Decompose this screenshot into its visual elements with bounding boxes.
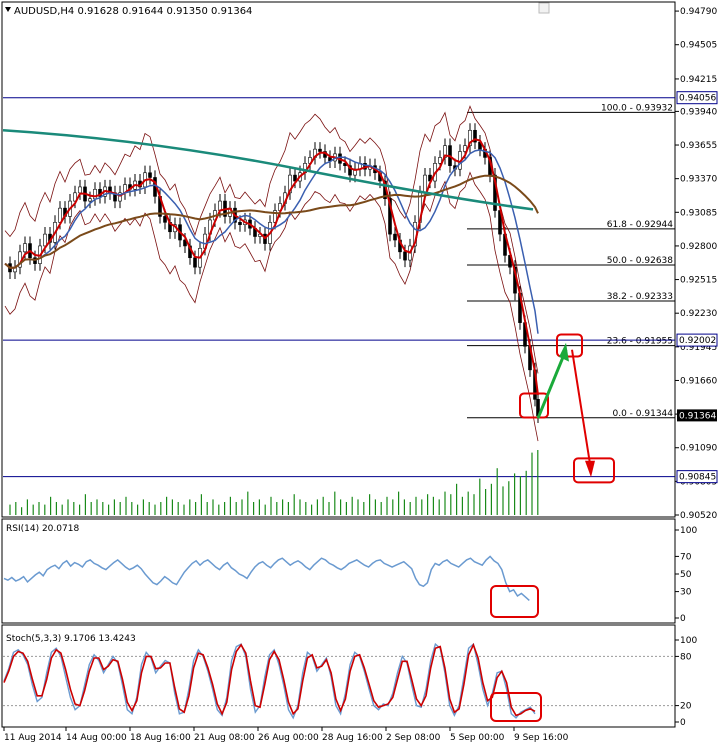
candle-body xyxy=(473,129,477,143)
candle-body xyxy=(58,207,62,223)
x-axis-label: 11 Aug 2014 xyxy=(4,733,62,743)
candle-body xyxy=(388,198,392,235)
fib-level-label: 50.0 - 0.92638 xyxy=(607,256,673,266)
level-price-label: 0.90845 xyxy=(679,473,716,483)
slow-ma-line xyxy=(4,174,539,269)
level-price-box xyxy=(676,91,718,105)
candle-body xyxy=(183,239,187,247)
price-y-tick-label: 0.90520 xyxy=(680,511,717,521)
level-price-box xyxy=(676,470,718,484)
candle-body xyxy=(148,172,152,178)
green-arrow-head xyxy=(559,342,569,362)
candle-body xyxy=(218,200,222,211)
fib-level-label: 100.0 - 0.93932 xyxy=(601,103,673,113)
rsi-y-tick-label: 70 xyxy=(680,552,692,562)
candle-body xyxy=(273,210,277,223)
candle-body xyxy=(193,257,197,268)
level-price-label: 0.94056 xyxy=(679,94,716,104)
candle-body xyxy=(423,174,427,194)
candle-body xyxy=(118,192,122,202)
stoch-y-tick-label: 0 xyxy=(680,718,686,728)
price-y-tick-label: 0.93370 xyxy=(680,175,717,185)
level-price-box xyxy=(676,333,718,347)
rsi-y-tick-label: 50 xyxy=(680,570,692,580)
price-y-tick-label: 0.92230 xyxy=(680,309,717,319)
stoch-main-line xyxy=(3,642,536,720)
x-axis-label: 21 Aug 08:00 xyxy=(194,733,255,743)
candle-body xyxy=(78,186,82,194)
stoch-y-tick-label: 20 xyxy=(680,702,692,712)
x-axis-label: 5 Sep 00:00 xyxy=(450,733,505,743)
fib-level-label: 23.6 - 0.91955 xyxy=(607,337,673,347)
rsi-line xyxy=(3,555,530,601)
price-y-tick-label: 0.91660 xyxy=(680,376,717,386)
current-price-box xyxy=(677,409,717,422)
stoch-y-tick-label: 80 xyxy=(680,652,692,662)
stoch-signal-line xyxy=(3,642,536,717)
x-axis-label: 28 Aug 16:00 xyxy=(322,733,383,743)
candle-body xyxy=(318,148,322,152)
red-arrow-head xyxy=(585,460,595,478)
symbol-info-text: AUDUSD,H4 0.91628 0.91644 0.91350 0.9136… xyxy=(14,6,252,17)
red-arrow-line xyxy=(571,349,592,471)
price-y-tick-label: 0.94505 xyxy=(680,41,717,51)
rsi-y-tick-label: 30 xyxy=(680,588,692,598)
candle-body xyxy=(403,251,407,261)
fast-ma-line xyxy=(4,138,539,396)
x-axis-label: 18 Aug 16:00 xyxy=(130,733,191,743)
rsi-y-tick-label: 100 xyxy=(680,526,697,536)
chart-close-button[interactable] xyxy=(538,2,550,14)
candle-body xyxy=(43,233,47,247)
price-panel-frame xyxy=(1,1,676,518)
candle-body xyxy=(438,157,442,164)
candle-body xyxy=(23,243,27,253)
level-price-label: 0.92002 xyxy=(679,336,716,346)
price-y-tick-label: 0.93655 xyxy=(680,141,717,151)
candle-body xyxy=(293,174,297,182)
candle-body xyxy=(348,165,352,176)
candle-body xyxy=(88,198,92,202)
candle-body xyxy=(468,129,472,146)
stoch-annotation-box xyxy=(490,692,542,722)
collapse-triangle-icon[interactable] xyxy=(5,7,11,12)
price-y-tick-label: 0.94215 xyxy=(680,75,717,85)
rsi-panel-frame xyxy=(1,518,676,624)
x-axis-label: 26 Aug 00:00 xyxy=(258,733,319,743)
candle-body xyxy=(163,216,167,223)
rsi-y-tick-label: 0 xyxy=(680,614,686,624)
x-axis-label: 2 Sep 08:00 xyxy=(386,733,441,743)
fib-level-label: 38.2 - 0.92333 xyxy=(607,292,673,302)
price-y-tick-label: 0.91090 xyxy=(680,444,717,454)
annotation-box-target-down xyxy=(573,457,615,484)
price-y-tick-label: 0.92800 xyxy=(680,242,717,252)
annotation-box-target-up xyxy=(556,333,583,358)
fib-level-label: 0.0 - 0.91344 xyxy=(613,409,674,419)
candle-body xyxy=(463,145,467,152)
price-y-tick-label: 0.93940 xyxy=(680,107,717,117)
price-y-tick-label: 0.91945 xyxy=(680,343,717,353)
long-ma-line xyxy=(2,129,534,211)
price-y-tick-label: 0.93085 xyxy=(680,208,717,218)
stoch-y-tick-label: 100 xyxy=(680,636,697,646)
candle-body xyxy=(73,192,77,202)
x-axis-label: 9 Sep 16:00 xyxy=(514,733,569,743)
bollinger-lower-line xyxy=(4,171,539,442)
x-axis-label: 14 Aug 00:00 xyxy=(66,733,127,743)
green-arrow-line xyxy=(536,349,568,419)
rsi-annotation-box xyxy=(490,585,539,618)
candle-body xyxy=(238,222,242,225)
current-price-label: 0.91364 xyxy=(679,411,716,421)
bollinger-upper-line xyxy=(4,105,539,374)
mid-ma-line xyxy=(4,149,539,334)
rsi-title: RSI(14) 20.0718 xyxy=(6,524,79,534)
annotation-box-low xyxy=(519,392,549,419)
price-y-tick-label: 0.94790 xyxy=(680,7,717,17)
fib-level-label: 61.8 - 0.92944 xyxy=(607,220,673,230)
price-y-tick-label: 0.92515 xyxy=(680,276,717,286)
candle-body xyxy=(393,233,397,241)
stoch-title: Stoch(5,3,3) 9.1706 13.4243 xyxy=(6,634,136,644)
